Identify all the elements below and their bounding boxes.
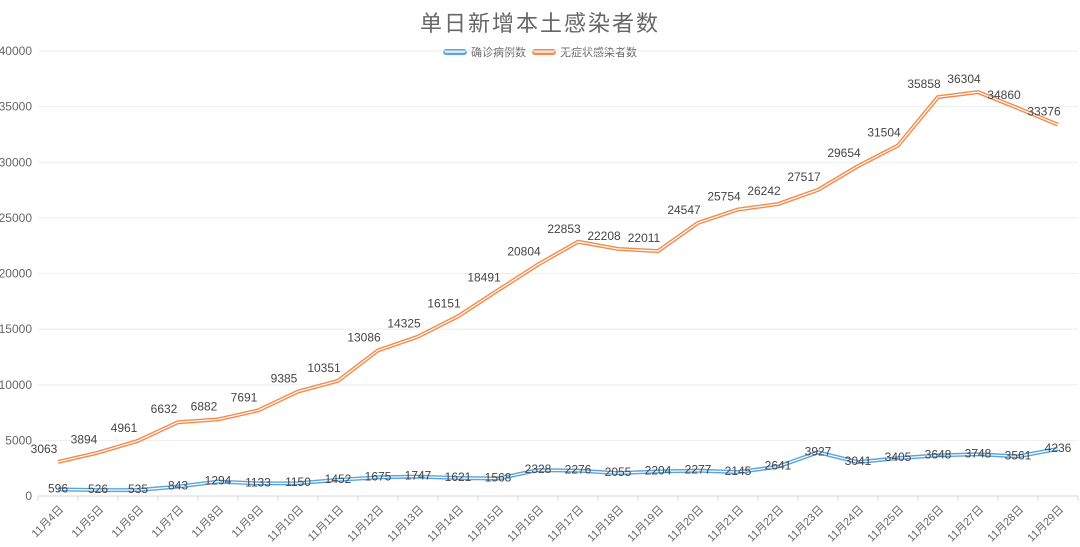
x-tick-label: 11月5日 <box>70 504 106 540</box>
x-tick-label: 11月10日 <box>265 504 306 545</box>
series-line-inner <box>57 91 1059 463</box>
y-tick-label: 35000 <box>0 100 32 114</box>
data-label: 6632 <box>151 402 178 416</box>
data-label: 3927 <box>805 444 832 458</box>
data-label: 33376 <box>1027 105 1061 119</box>
data-label: 13086 <box>347 330 381 344</box>
data-label: 22853 <box>547 222 581 236</box>
legend-item-confirmed[interactable]: 确诊病例数 <box>443 44 526 60</box>
x-tick-label: 11月13日 <box>385 504 426 545</box>
data-label: 6882 <box>191 399 218 413</box>
y-tick-label: 25000 <box>0 211 32 225</box>
x-tick-label: 11月12日 <box>345 504 386 545</box>
data-label: 20804 <box>507 245 541 259</box>
x-tick-label: 11月24日 <box>825 504 866 545</box>
chart-title: 单日新增本土感染者数 <box>419 12 660 37</box>
legend-label-confirmed: 确诊病例数 <box>471 46 526 59</box>
data-label: 2276 <box>565 463 592 477</box>
y-tick-label: 20000 <box>0 267 32 281</box>
y-tick-label: 0 <box>25 489 32 503</box>
x-tick-label: 11月19日 <box>625 504 666 545</box>
x-tick-label: 11月27日 <box>945 504 986 545</box>
x-tick-label: 11月26日 <box>905 504 946 545</box>
y-tick-label: 10000 <box>0 378 32 392</box>
legend-swatch-confirmed <box>443 49 467 55</box>
data-label: 24547 <box>667 203 701 217</box>
data-label: 29654 <box>827 146 861 160</box>
data-label: 2204 <box>645 463 672 477</box>
x-tick-label: 11月28日 <box>985 504 1026 545</box>
data-label: 7691 <box>231 390 258 404</box>
y-tick-label: 40000 <box>0 44 32 58</box>
data-label: 16151 <box>427 296 461 310</box>
data-label: 34860 <box>987 88 1021 102</box>
data-label: 22011 <box>628 231 661 245</box>
data-label: 25754 <box>707 189 741 203</box>
series-line-inner <box>57 448 1059 491</box>
data-label: 535 <box>128 482 148 496</box>
x-tick-label: 11月8日 <box>190 504 226 540</box>
data-label: 1747 <box>405 469 432 483</box>
data-label: 1621 <box>445 470 472 484</box>
data-label: 3561 <box>1005 448 1032 462</box>
data-label: 3648 <box>925 447 952 461</box>
data-label: 2328 <box>525 462 552 476</box>
data-label: 18491 <box>467 270 501 284</box>
data-label: 2277 <box>685 463 712 477</box>
x-tick-label: 11月25日 <box>865 504 906 545</box>
x-tick-label: 11月4日 <box>30 504 66 540</box>
x-tick-label: 11月17日 <box>545 504 586 545</box>
x-tick-label: 11月23日 <box>785 504 826 545</box>
x-tick-label: 11月11日 <box>306 504 346 544</box>
data-label: 35858 <box>907 77 941 91</box>
x-tick-label: 11月15日 <box>465 504 506 545</box>
x-tick-label: 11月21日 <box>705 504 746 545</box>
data-label: 596 <box>48 481 68 495</box>
x-tick-label: 11月29日 <box>1025 504 1066 545</box>
data-label: 10351 <box>307 361 341 375</box>
data-label: 26242 <box>747 184 781 198</box>
x-tick-label: 11月14日 <box>425 504 466 545</box>
data-label: 3041 <box>845 454 872 468</box>
data-label: 4961 <box>111 421 138 435</box>
x-tick-label: 11月20日 <box>665 504 706 545</box>
data-label: 3405 <box>885 450 912 464</box>
data-label: 1452 <box>325 472 352 486</box>
legend-swatch-asymptomatic <box>532 49 556 55</box>
x-tick-label: 11月18日 <box>585 504 626 545</box>
data-label: 3748 <box>965 446 992 460</box>
data-label: 1150 <box>285 475 311 489</box>
legend: 确诊病例数 无症状感染者数 <box>0 44 1080 60</box>
data-label: 2055 <box>605 465 632 479</box>
data-label: 31504 <box>867 126 901 140</box>
data-label: 14325 <box>387 317 421 331</box>
data-label: 27517 <box>787 170 821 184</box>
legend-item-asymptomatic[interactable]: 无症状感染者数 <box>532 44 637 60</box>
x-tick-label: 11月6日 <box>110 504 146 540</box>
x-tick-label: 11月7日 <box>150 504 186 540</box>
data-label: 2641 <box>765 459 792 473</box>
y-tick-label: 15000 <box>0 322 32 336</box>
x-tick-label: 11月16日 <box>505 504 546 545</box>
data-label: 22208 <box>587 229 621 243</box>
data-label: 2145 <box>725 464 752 478</box>
data-label: 1675 <box>365 469 392 483</box>
data-label: 843 <box>168 479 188 493</box>
x-tick-label: 11月22日 <box>745 504 786 545</box>
data-label: 36304 <box>947 72 981 86</box>
data-label: 1133 <box>245 475 271 489</box>
y-tick-label: 30000 <box>0 155 32 169</box>
data-label: 9385 <box>271 372 298 386</box>
legend-label-asymptomatic: 无症状感染者数 <box>560 46 637 59</box>
x-tick-label: 11月9日 <box>230 504 266 540</box>
data-label: 1568 <box>485 471 512 485</box>
y-tick-label: 5000 <box>5 433 32 447</box>
data-label: 3894 <box>71 433 98 447</box>
data-label: 3063 <box>31 442 58 456</box>
data-label: 526 <box>88 482 108 496</box>
data-label: 4236 <box>1045 441 1072 455</box>
data-label: 1294 <box>205 474 232 488</box>
